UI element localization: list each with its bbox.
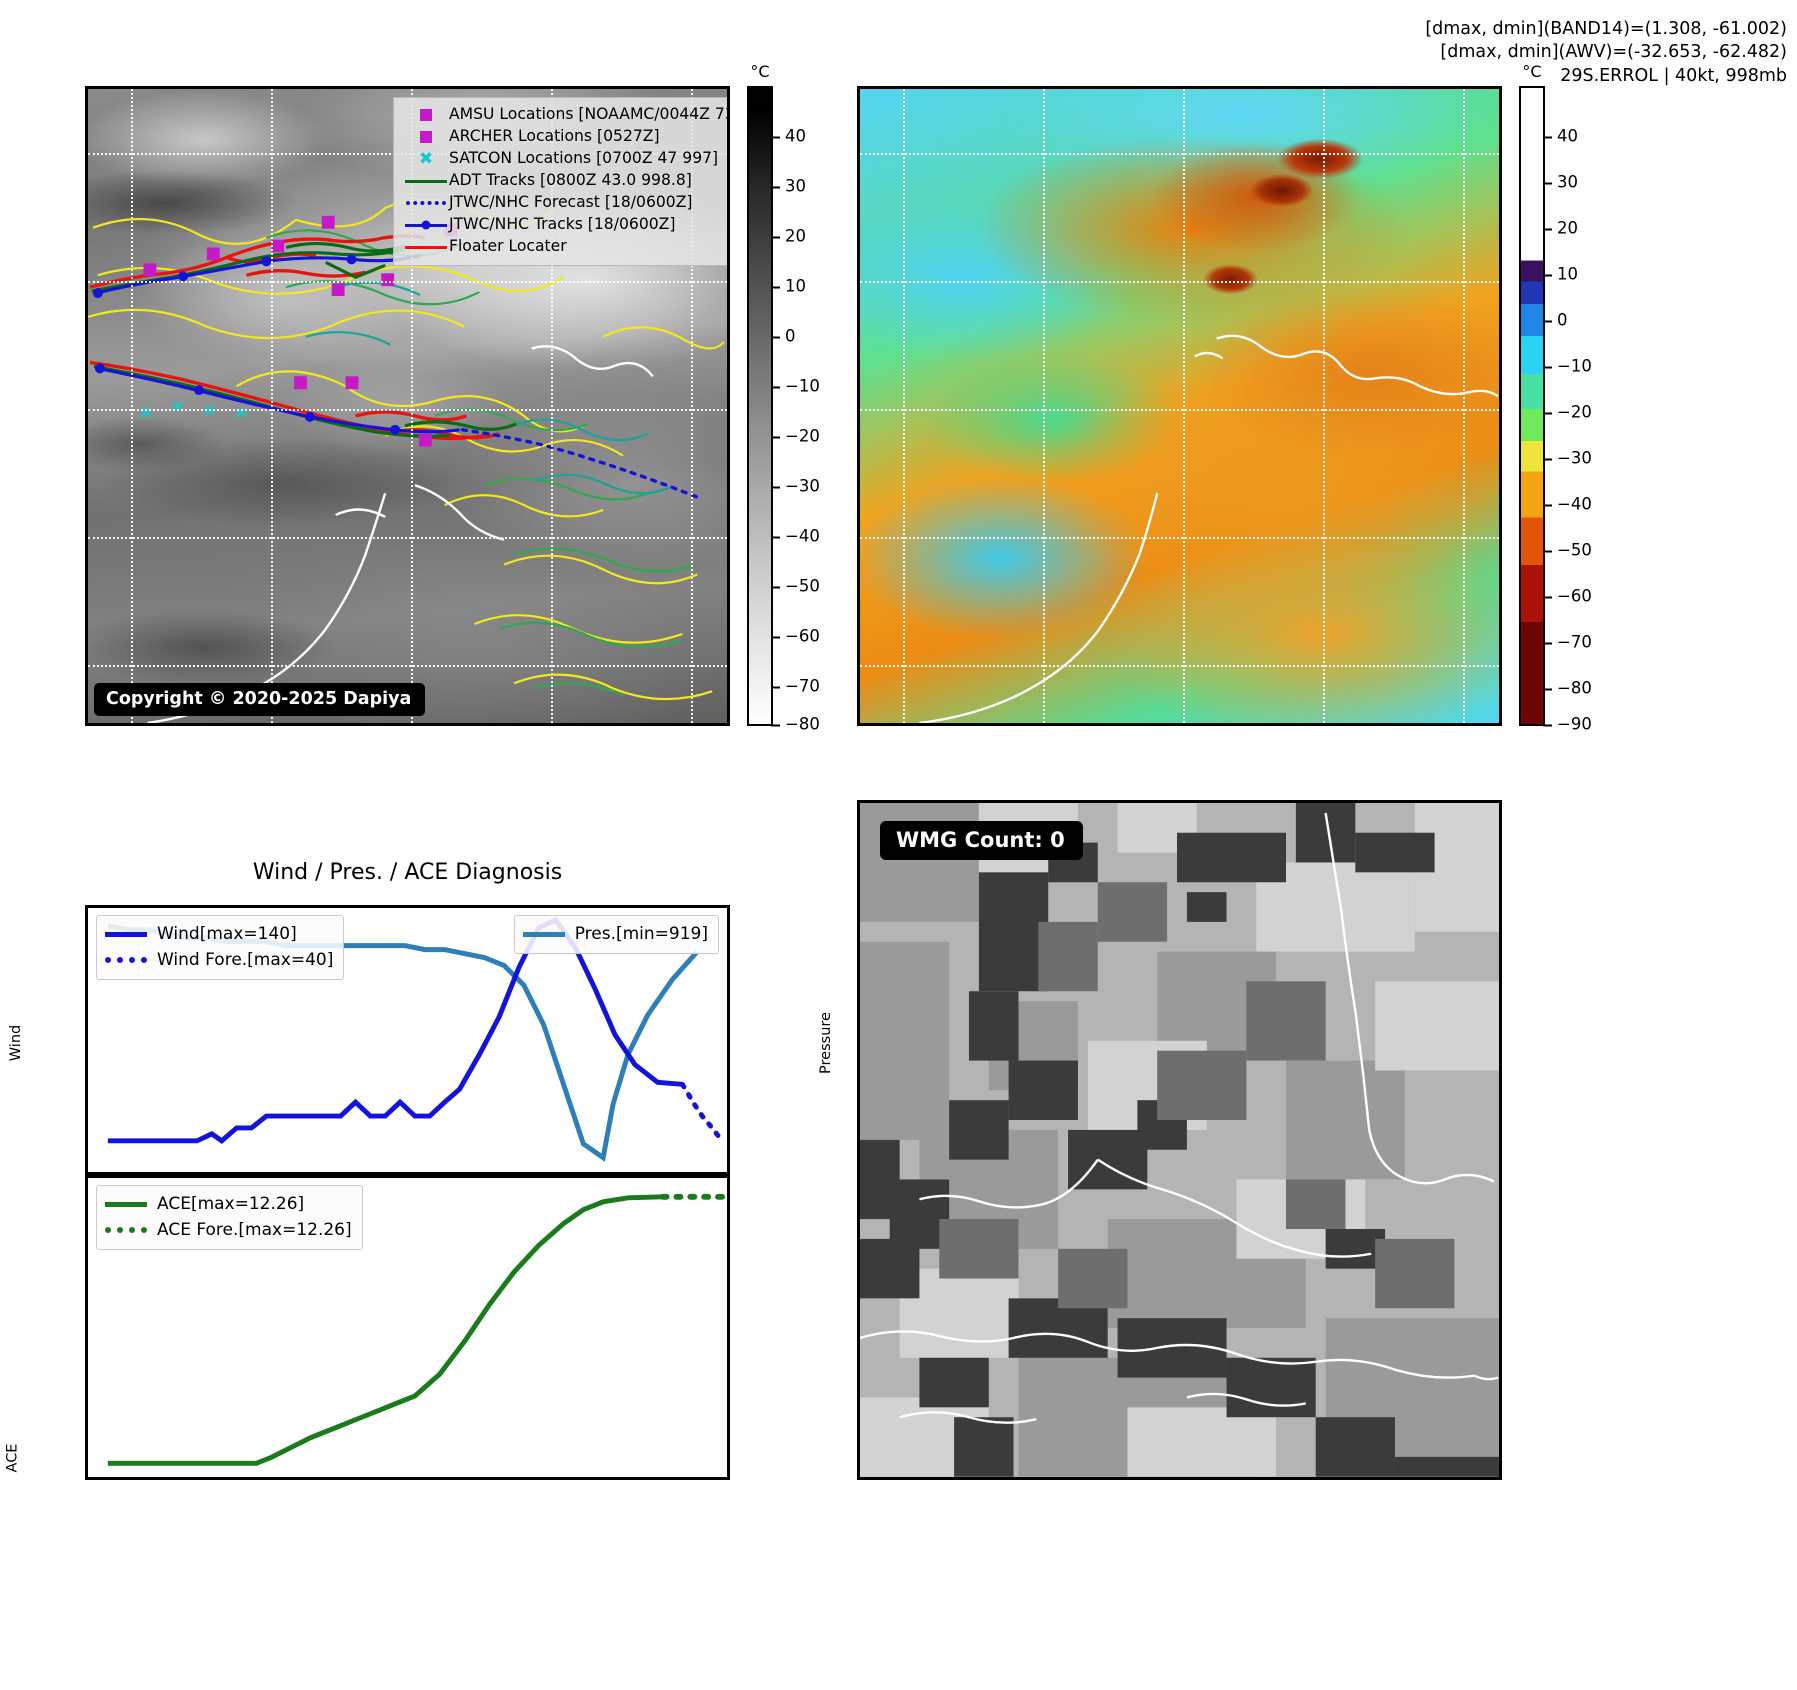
ace-forecast-dotted-icon [105, 1227, 157, 1233]
cbr-tick-0: 0 [1543, 311, 1568, 330]
colorbar-right: 40 30 20 10 0 −10 −20 −30 −40 −50 −60 −7… [1519, 86, 1592, 734]
wind-forecast-legend-label: Wind Fore.[max=40] [157, 949, 334, 970]
ace-legend-item: ACE[max=12.26] [105, 1191, 352, 1217]
cbl-tick-m40: −40 [771, 527, 820, 546]
wind-axis-label: Wind [8, 1024, 25, 1062]
amsu-square-icon [403, 109, 449, 121]
cbr-tick-m70: −70 [1543, 633, 1592, 652]
cbr-tick-30: 30 [1543, 173, 1578, 192]
legend-item-jtwc-tracks: JTWC/NHC Tracks [18/0600Z] [403, 214, 727, 236]
jtwc-tracks-line-icon [403, 223, 449, 227]
cbl-tick-m80: −80 [771, 715, 820, 734]
legend-label-jtwc-forecast: JTWC/NHC Forecast [18/0600Z] [449, 193, 693, 212]
colorbar-left: 40 30 20 10 0 −10 −20 −30 −40 −50 −60 −7… [747, 86, 820, 734]
ace-plot [107, 1193, 726, 1466]
header-dmax-band14: [dmax, dmin](BAND14)=(1.308, -61.002) [1425, 19, 1787, 39]
cbl-tick-30: 30 [771, 177, 806, 196]
ace-legend: ACE[max=12.26] ACE Fore.[max=12.26] [96, 1185, 363, 1250]
wmg-pixel-map[interactable]: WMG Count: 0 [857, 800, 1502, 1480]
cbl-tick-m70: −70 [771, 677, 820, 696]
cbl-tick-10: 10 [771, 277, 806, 296]
wind-forecast-legend-item: Wind Fore.[max=40] [105, 947, 333, 973]
cbr-tick-m90: −90 [1543, 715, 1592, 734]
pressure-legend-label: Pres.[min=919] [574, 923, 708, 944]
map-legend: AMSU Locations [NOAAMC/0044Z 73 978] ARC… [393, 97, 727, 266]
cbl-tick-m20: −20 [771, 427, 820, 446]
cbr-tick-m40: −40 [1543, 495, 1592, 514]
wind-legend-label: Wind[max=140] [157, 923, 297, 944]
archer-square-icon [403, 131, 449, 143]
cbl-tick-0: 0 [771, 327, 796, 346]
cbl-tick-m10: −10 [771, 377, 820, 396]
wind-legend: Wind[max=140] Wind Fore.[max=40] [96, 915, 345, 980]
legend-label-archer: ARCHER Locations [0527Z] [449, 127, 660, 146]
copyright-badge: Copyright © 2020-2025 Dapiya [94, 683, 426, 716]
ace-legend-label: ACE[max=12.26] [157, 1193, 305, 1214]
cbl-tick-m30: −30 [771, 477, 820, 496]
legend-label-floater: Floater Locater [449, 237, 567, 256]
legend-label-satcon: SATCON Locations [0700Z 47 997] [449, 149, 719, 168]
legend-label-amsu: AMSU Locations [NOAAMC/0044Z 73 978] [449, 105, 727, 124]
header-dmax-awv: [dmax, dmin](AWV)=(-32.653, -62.482) [1440, 42, 1787, 63]
legend-item-amsu: AMSU Locations [NOAAMC/0044Z 73 978] [403, 104, 727, 126]
jtwc-forecast-dotted-icon [403, 201, 449, 205]
floater-line-icon [403, 245, 449, 249]
pressure-legend: Pres.[min=919] [513, 915, 719, 954]
satellite-map-enhanced-ir[interactable]: 12°S 14°S 16°S 18°S 20°S 120°E 122°E 124… [857, 86, 1502, 726]
cbr-tick-m30: −30 [1543, 449, 1592, 468]
cbl-tick-20: 20 [771, 227, 806, 246]
charts-title: Wind / Pres. / ACE Diagnosis [252, 860, 563, 885]
pressure-axis-label: Pressure [817, 1012, 834, 1074]
pressure-legend-item: Pres.[min=919] [522, 921, 708, 947]
wind-pressure-chart[interactable]: 140 120 100 80 60 40 20 1000 980 960 940… [85, 905, 730, 1175]
ace-forecast-legend-item: ACE Fore.[max=12.26] [105, 1217, 352, 1243]
legend-item-adt: ADT Tracks [0800Z 43.0 998.8] [403, 170, 727, 192]
enhanced-ir-imagery [860, 89, 1499, 723]
cbr-tick-m60: −60 [1543, 587, 1592, 606]
ace-chart[interactable]: 12 10 8 6 4 2 0 ACE[max=12.26] ACE Fore.… [85, 1175, 730, 1480]
colorbar-left-unit: °C [750, 62, 770, 81]
cbr-tick-20: 20 [1543, 219, 1578, 238]
satellite-map-band14[interactable]: AMSU Locations [NOAAMC/0044Z 73 978] ARC… [85, 86, 730, 726]
legend-label-adt: ADT Tracks [0800Z 43.0 998.8] [449, 171, 692, 190]
adt-line-icon [403, 179, 449, 183]
legend-item-archer: ARCHER Locations [0527Z] [403, 126, 727, 148]
ace-forecast-legend-label: ACE Fore.[max=12.26] [157, 1219, 352, 1240]
pressure-line-icon [522, 931, 575, 937]
header-storm-info: 29S.ERROL | 40kt, 998mb [1560, 65, 1787, 86]
cbl-tick-m50: −50 [771, 577, 820, 596]
cbr-tick-m80: −80 [1543, 679, 1592, 698]
ace-axis-label: ACE [4, 1443, 21, 1473]
cbr-tick-m10: −10 [1543, 357, 1592, 376]
legend-item-jtwc-forecast: JTWC/NHC Forecast [18/0600Z] [403, 192, 727, 214]
legend-item-satcon: ✖ SATCON Locations [0700Z 47 997] [403, 148, 727, 170]
cbl-tick-m60: −60 [771, 627, 820, 646]
legend-item-floater: Floater Locater [403, 236, 727, 258]
cbl-tick-40: 40 [771, 127, 806, 146]
satcon-x-icon: ✖ [418, 148, 434, 169]
wind-forecast-dotted-icon [105, 957, 157, 963]
pixel-blocks [860, 803, 1499, 1477]
wind-legend-item: Wind[max=140] [105, 921, 333, 947]
cbr-tick-10: 10 [1543, 265, 1578, 284]
cbr-tick-40: 40 [1543, 127, 1578, 146]
coastline-overlay-right [919, 334, 1499, 723]
pixelated-grayscale-imagery [860, 803, 1499, 1477]
header-stats: [dmax, dmin](BAND14)=(1.308, -61.002) [d… [1425, 18, 1787, 88]
cbr-tick-m20: −20 [1543, 403, 1592, 422]
wind-line-icon [105, 931, 157, 937]
legend-label-jtwc-tracks: JTWC/NHC Tracks [18/0600Z] [449, 215, 676, 234]
ace-line-icon [105, 1201, 157, 1207]
colorbar-right-unit: °C [1522, 62, 1542, 81]
cbr-tick-m50: −50 [1543, 541, 1592, 560]
wmg-count-badge: WMG Count: 0 [880, 821, 1083, 860]
